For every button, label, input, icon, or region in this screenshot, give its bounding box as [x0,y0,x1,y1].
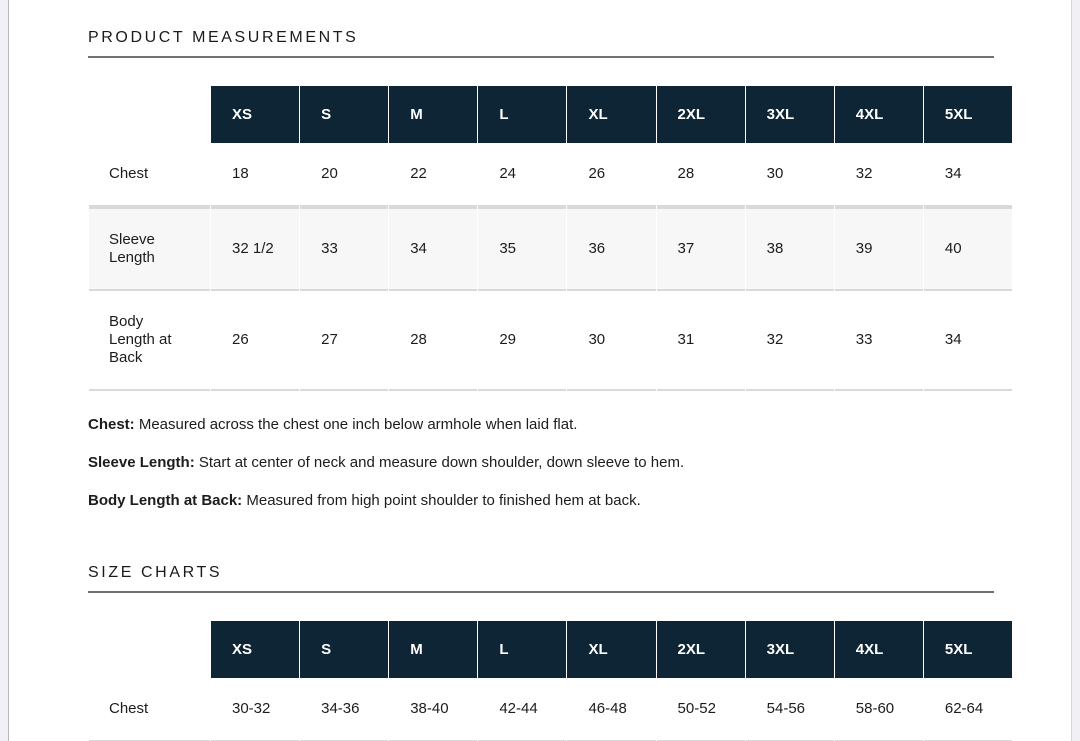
measurement-value-cell: 33 [834,291,923,391]
row-label-cell: Sleeve Length [89,207,210,291]
size-header-cell: 5XL [923,621,1012,678]
table-row: Sleeve Length 32 1/2 33 34 35 36 37 38 39 40 [89,207,1012,291]
measurement-value-cell: 30 [567,291,656,391]
size-header-cell: 2XL [656,621,745,678]
size-header-cell: S [300,86,389,143]
measurement-value-cell: 58-60 [834,678,923,741]
page: PRODUCT MEASUREMENTS XS S M L XL 2XL 3XL 4XL 5XL… [8,0,1072,741]
measurement-value-cell: 30-32 [211,678,300,741]
measurement-value-cell: 42-44 [478,678,567,741]
measurement-value-cell: 26 [211,291,300,391]
measurement-value-cell: 29 [478,291,567,391]
table-row: Body Length at Back 26 27 28 29 30 31 32 33 34 [89,291,1012,391]
size-header-cell: 5XL [923,86,1012,143]
measurement-note-term: Sleeve Length: [88,454,195,471]
measurement-value-cell: 54-56 [745,678,834,741]
product-measurements-table: XS S M L XL 2XL 3XL 4XL 5XL Chest 18 20 22 24 26 28 30 32… [88,86,1013,391]
measurement-value-cell: 38 [745,207,834,291]
measurement-value-cell: 32 [745,291,834,391]
measurement-value-cell: 34 [389,207,478,291]
measurement-note: Chest: Measured across the chest one inc… [88,415,1013,434]
measurement-value-cell: 32 [834,143,923,207]
size-charts-title: SIZE CHARTS [88,563,994,593]
measurement-value-cell: 34 [923,143,1012,207]
measurement-value-cell: 38-40 [389,678,478,741]
size-header-cell: XS [211,621,300,678]
measurement-value-cell: 37 [656,207,745,291]
size-header-cell: XL [567,621,656,678]
size-header-cell: L [478,86,567,143]
size-header-row: XS S M L XL 2XL 3XL 4XL 5XL [89,621,1012,678]
measurement-value-cell: 20 [300,143,389,207]
measurement-note: Body Length at Back: Measured from high … [88,491,1013,510]
measurement-value-cell: 46-48 [567,678,656,741]
size-header-cell: XS [211,86,300,143]
measurement-value-cell: 31 [656,291,745,391]
size-header-cell: 3XL [745,86,834,143]
row-label-cell: Chest [89,143,210,207]
measurement-value-cell: 34-36 [300,678,389,741]
measurement-note: Sleeve Length: Start at center of neck a… [88,453,1013,472]
size-header-row: XS S M L XL 2XL 3XL 4XL 5XL [89,86,1012,143]
size-header-cell: XL [567,86,656,143]
measurement-value-cell: 39 [834,207,923,291]
measurement-value-cell: 22 [389,143,478,207]
measurement-value-cell: 24 [478,143,567,207]
row-label-cell: Body Length at Back [89,291,210,391]
header-corner-cell [89,621,210,678]
size-header-cell: 2XL [656,86,745,143]
table-row: Chest 18 20 22 24 26 28 30 32 34 [89,143,1012,207]
measurement-value-cell: 40 [923,207,1012,291]
measurement-value-cell: 50-52 [656,678,745,741]
size-charts-table: XS S M L XL 2XL 3XL 4XL 5XL Chest 30-32 34-36 38-40 4… [88,621,1013,741]
product-measurements-title: PRODUCT MEASUREMENTS [88,28,994,58]
measurement-value-cell: 28 [656,143,745,207]
size-header-cell: 4XL [834,621,923,678]
measurement-value-cell: 36 [567,207,656,291]
measurement-value-cell: 62-64 [923,678,1012,741]
size-header-cell: 3XL [745,621,834,678]
measurement-note-text: Measured across the chest one inch below… [134,416,578,433]
product-measurements-section: PRODUCT MEASUREMENTS XS S M L XL 2XL 3XL 4XL 5XL… [88,28,1013,510]
measurement-notes: Chest: Measured across the chest one inc… [88,415,1013,510]
measurement-value-cell: 28 [389,291,478,391]
measurement-note-text: Start at center of neck and measure down… [194,454,685,471]
size-header-cell: M [389,621,478,678]
measurement-note-term: Chest: [88,416,135,433]
measurement-note-term: Body Length at Back: [88,492,243,509]
measurement-note-text: Measured from high point shoulder to fin… [242,492,641,509]
size-header-cell: M [389,86,478,143]
size-header-cell: L [478,621,567,678]
measurement-value-cell: 18 [211,143,300,207]
size-header-cell: 4XL [834,86,923,143]
size-header-cell: S [300,621,389,678]
size-charts-section: SIZE CHARTS XS S M L XL 2XL 3XL 4XL 5XL Chest 30-3… [88,563,1013,741]
measurement-value-cell: 35 [478,207,567,291]
measurement-value-cell: 32 1/2 [211,207,300,291]
measurement-value-cell: 34 [923,291,1012,391]
measurement-value-cell: 27 [300,291,389,391]
row-label-cell: Chest [89,678,210,741]
header-corner-cell [89,86,210,143]
table-row: Chest 30-32 34-36 38-40 42-44 46-48 50-52 54-56… [89,678,1012,741]
measurement-value-cell: 33 [300,207,389,291]
measurement-value-cell: 30 [745,143,834,207]
measurement-value-cell: 26 [567,143,656,207]
